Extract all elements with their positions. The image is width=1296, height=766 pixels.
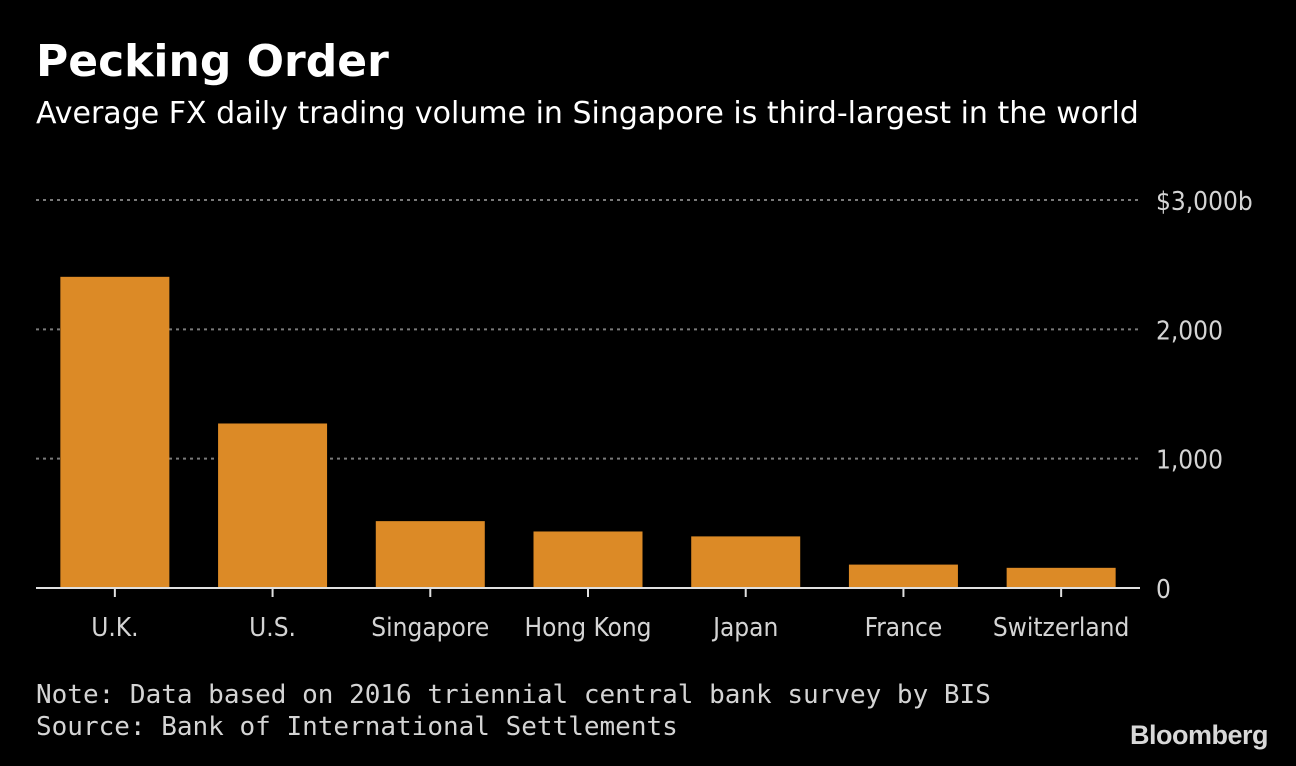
bar: [60, 276, 170, 588]
x-tick-label: Switzerland: [993, 613, 1129, 643]
bars: [60, 276, 1116, 588]
chart-note: Note: Data based on 2016 triennial centr…: [36, 680, 991, 710]
bar: [848, 564, 958, 588]
bloomberg-logo: Bloomberg: [1129, 720, 1269, 750]
y-tick-label: 0: [1156, 575, 1171, 605]
bar: [1006, 567, 1116, 588]
bar: [533, 531, 643, 588]
y-tick-label: $3,000b: [1156, 187, 1253, 217]
chart-subtitle: Average FX daily trading volume in Singa…: [36, 96, 1139, 131]
y-tick-label: 2,000: [1156, 316, 1223, 346]
chart-title: Pecking Order: [36, 36, 389, 87]
x-axis: [36, 587, 1140, 597]
x-tick-label: U.S.: [249, 613, 296, 643]
x-axis-labels: U.K. U.S. Singapore Hong Kong Japan France Swi…: [91, 613, 1129, 643]
x-tick-label: Hong Kong: [524, 613, 651, 643]
bar: [218, 423, 328, 588]
gridlines: [36, 199, 1140, 460]
x-tick-label: Japan: [711, 613, 778, 643]
y-axis-labels: 0 1,000 2,000 $3,000b: [1156, 187, 1253, 605]
x-tick-label: U.K.: [91, 613, 138, 643]
x-tick-label: France: [865, 613, 943, 643]
x-tick-label: Singapore: [371, 613, 489, 643]
y-tick-label: 1,000: [1156, 446, 1223, 476]
bar: [691, 536, 801, 588]
chart-source: Source: Bank of International Settlement…: [36, 712, 678, 742]
bar: [375, 521, 485, 588]
